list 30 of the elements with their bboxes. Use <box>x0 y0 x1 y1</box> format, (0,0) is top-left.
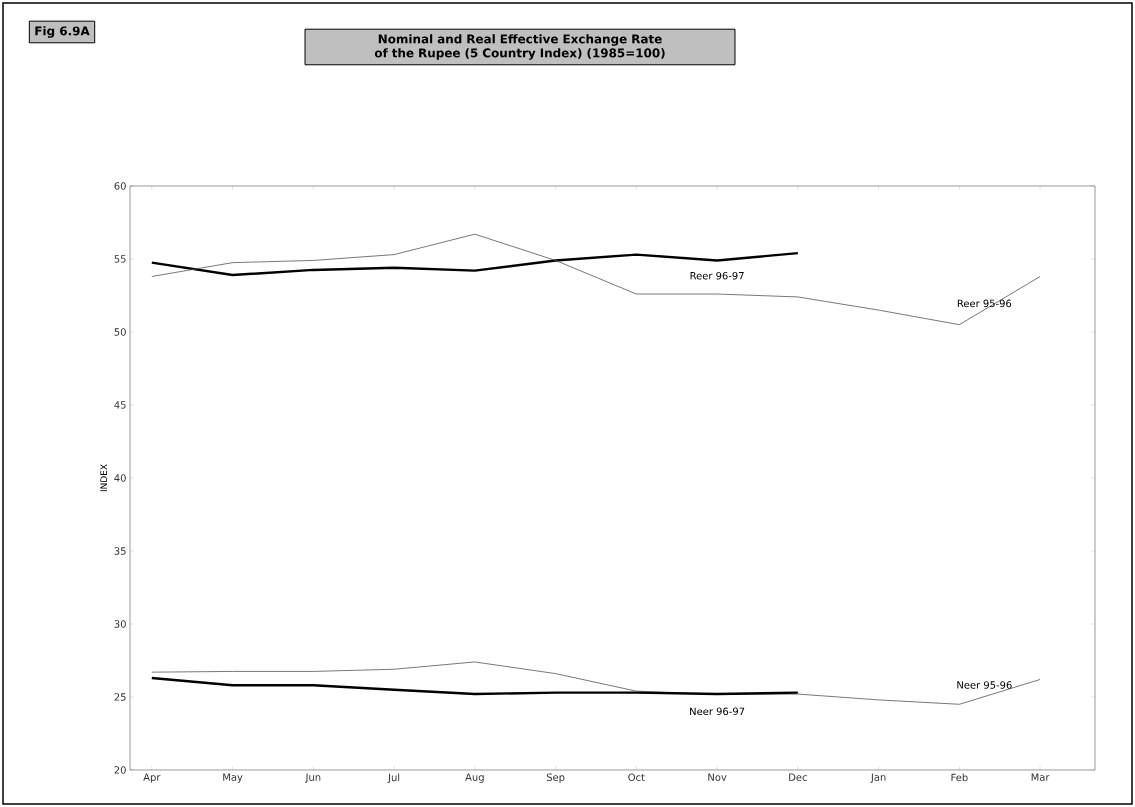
x-tick-label: Feb <box>951 773 968 782</box>
x-tick-label: Jun <box>305 773 321 783</box>
x-tick-label: Mar <box>1031 773 1050 781</box>
chart-subtitle: Fig 6.9A <box>35 26 90 38</box>
x-tick-label: Apr <box>143 773 161 783</box>
y-tick-label: 60 <box>114 182 126 190</box>
series-label: Reer 95-96 <box>957 299 1012 308</box>
series-label: Neer 95-96 <box>957 681 1012 689</box>
y-tick-label: 40 <box>114 474 126 482</box>
x-tick-label: Nov <box>708 773 727 781</box>
y-tick-label: 50 <box>114 328 126 336</box>
series-label: Reer 96-97 <box>690 271 744 280</box>
series-label: Neer 96-97 <box>690 707 745 716</box>
x-tick-label: Sep <box>546 773 565 783</box>
x-tick-label: Jan <box>870 773 886 783</box>
x-tick-label: Dec <box>789 773 807 781</box>
y-axis-title: INDEX <box>100 464 107 492</box>
y-tick-label: 25 <box>114 693 126 701</box>
y-tick-label: 45 <box>114 401 126 409</box>
chart-title: Nominal and Real Effective Exchange Rate of the Rupee (5 Country Index) (1985=100) <box>374 34 665 60</box>
x-tick-label: Jul <box>387 773 400 784</box>
y-tick-label: 20 <box>114 766 126 774</box>
line-series <box>151 233 1041 326</box>
y-tick-label: 55 <box>114 255 126 263</box>
x-tick-label: Aug <box>465 773 484 783</box>
x-tick-label: May <box>223 773 243 783</box>
line-series <box>150 676 800 696</box>
y-tick-label: 35 <box>114 547 126 555</box>
x-tick-label: Oct <box>628 773 645 782</box>
y-tick-label: 30 <box>114 620 126 628</box>
